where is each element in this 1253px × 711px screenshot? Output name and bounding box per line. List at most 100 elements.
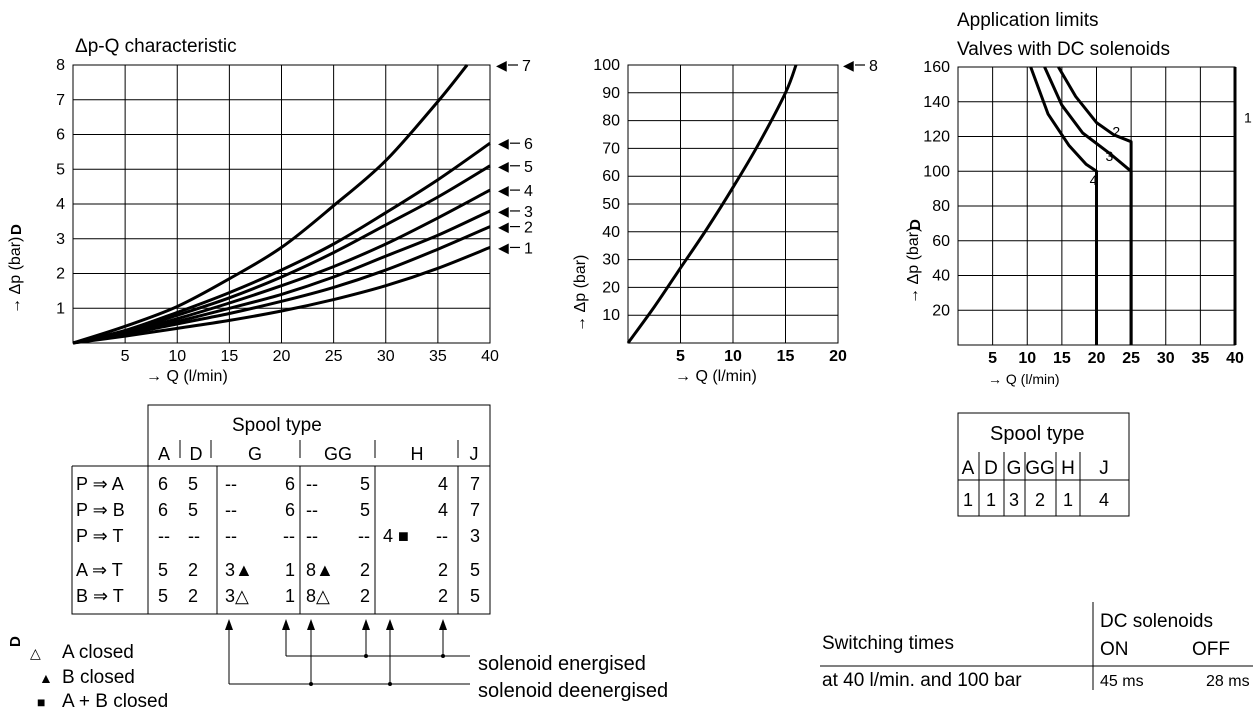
y-tick-label: 100 [593,57,620,74]
legend-label-b-closed: B closed [62,667,135,688]
spool-column-G: G [248,444,262,464]
y-tick-label: 40 [602,224,620,241]
series-label-arrow-6: ◀ [498,135,509,151]
y-tick-label: 90 [602,85,620,102]
spool-cell: 4 ■ [383,526,409,546]
legend-marker: D [7,636,24,647]
y-tick-label: 60 [602,168,620,185]
spool-column-A: A [158,444,170,464]
spool-cell: 1 [285,560,295,580]
spool-column-J: J [470,444,479,464]
series-line-1 [72,246,491,345]
chart1-x-label: → Q (l/min) [146,368,228,385]
spool-row-label: B ⇒ T [76,586,124,606]
spool-table-title: Spool type [232,415,322,436]
series-label-7: 7 [522,58,531,75]
application-limits-spool-table: Spool type A D G GG H J1 1 3 2 1 4 [957,412,1130,517]
y-tick-label: 80 [602,113,620,130]
spool-cell: 2 [188,586,198,606]
y-tick-label: 20 [602,279,620,296]
chart2-series-labels: ◀ 8 [843,57,878,75]
spool-cell: 8▲ [306,560,334,580]
series-label-5: 5 [524,159,533,176]
x-tick-label: 20 [829,348,847,365]
spool-cell: 5 [188,500,198,520]
legend-symbol-a-closed: △ [30,645,41,661]
chart3-title: Application limits [957,10,1099,31]
chart3-marker: D [907,219,924,230]
y-tick-label: 20 [932,302,950,319]
spool-cell: 5 [158,586,168,606]
spool-cell: 5 [360,500,370,520]
series-label-arrow-5: ◀ [498,158,509,174]
spool-cell: 5 [158,560,168,580]
series-line-8 [626,64,798,344]
spool-column-H: H [411,444,424,464]
right-table-frame [957,412,1130,517]
chart2-grid [627,64,839,344]
x-tick-label: 20 [1088,350,1106,367]
x-tick-label: 15 [1053,350,1071,367]
y-tick-label: 160 [923,59,950,76]
series-line-4 [72,188,491,345]
chart1-x-ticks: 5 10 15 20 25 30 35 40 [121,348,499,365]
legend-label-ab-closed: A + B closed [62,691,168,711]
chart2-x-ticks: 5 10 15 20 [676,348,847,365]
application-limits-chart: Application limits Valves with DC soleno… [905,10,1252,387]
solenoid-arrows [228,627,470,685]
chart1-y-label: → Δp (bar) [7,237,24,314]
spool-cell: -- [306,474,318,494]
series-label-arrow-2: ◀ [498,219,509,235]
series-label-4: 4 [1090,172,1098,188]
spool-cell: -- [358,526,370,546]
spool-cell: -- [225,474,237,494]
dc-solenoids-label: DC solenoids [1100,611,1213,632]
right-table-cell: 2 [1035,490,1045,510]
spool-cell: 2 [438,560,448,580]
x-tick-label: 15 [220,348,238,365]
chart3-x-label: → Q (l/min) [988,371,1060,387]
spool-cell: 1 [285,586,295,606]
legend-symbol-b-closed: ▲ [39,670,53,686]
y-tick-label: 60 [932,233,950,250]
spool-cell: 2 [360,586,370,606]
right-table-cell: 1 [986,490,996,510]
y-tick-label: 140 [923,94,950,111]
series-line-7 [72,64,469,345]
y-tick-label: 10 [602,307,620,324]
spool-cell: 6 [285,474,295,494]
chart2-x-label: → Q (l/min) [675,368,757,385]
chart3-series-labels: 1 2 34 [1090,110,1252,189]
series-label-arrow-7: ◀ [496,57,507,73]
chart2-y-ticks: 10 20 30 40 50 60 70 80 90 100 [593,57,620,324]
x-tick-label: 5 [676,348,685,365]
x-tick-label: 5 [988,350,997,367]
chart2-y-label: → Δp (bar) [572,255,589,332]
series-label-4: 4 [524,183,533,200]
y-tick-label: 40 [932,268,950,285]
x-tick-label: 40 [1226,350,1244,367]
y-tick-label: 5 [56,161,65,178]
spool-table-frame [71,404,491,615]
right-table-column-D: D [984,458,998,479]
chart1-series [72,64,491,345]
y-tick-label: 80 [932,198,950,215]
x-tick-label: 30 [1157,350,1175,367]
x-tick-label: 5 [121,348,130,365]
spool-cell: 7 [470,474,480,494]
spool-column-GG: GG [324,444,352,464]
series-label-3: 3 [1106,148,1114,164]
y-tick-label: 30 [602,252,620,269]
right-table-column-H: H [1061,458,1075,479]
spool-cell: 4 [438,500,448,520]
x-tick-label: 35 [429,348,447,365]
y-tick-label: 7 [56,92,65,109]
chart1-grid [72,64,491,344]
spool-cell: 3△ [225,586,249,606]
symbol-legend: D △ A closed ▲ B closed ■ A + B closed [7,636,168,711]
series-label-arrow-8: ◀ [843,57,854,73]
x-tick-label: 10 [168,348,186,365]
series-label-8: 8 [869,58,878,75]
series-label-arrow-1: ◀ [498,239,509,255]
